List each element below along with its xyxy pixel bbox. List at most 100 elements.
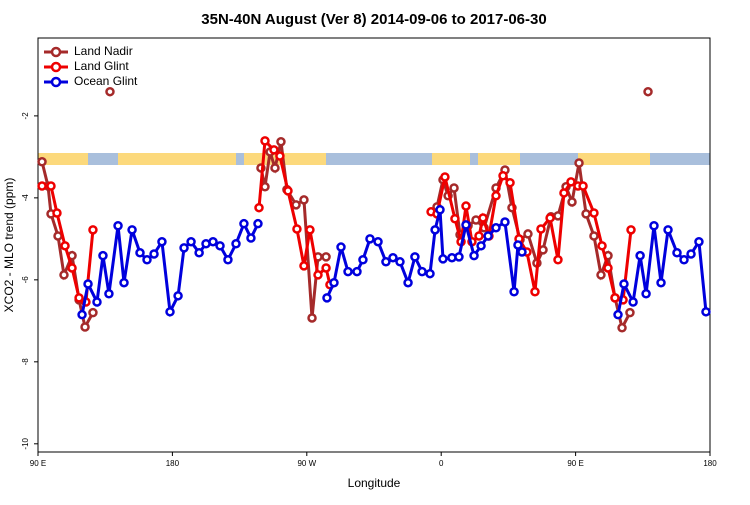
- point: [395, 257, 405, 267]
- point: [530, 286, 540, 297]
- point: [603, 263, 613, 273]
- point: [270, 163, 280, 173]
- point: [59, 270, 69, 280]
- legend-marker: [50, 61, 62, 73]
- chart-title: 35N-40N August (Ver 8) 2014-09-06 to 201…: [201, 11, 546, 28]
- point: [358, 255, 368, 265]
- point: [149, 249, 159, 259]
- point: [417, 266, 427, 277]
- point: [127, 225, 137, 235]
- point: [483, 231, 493, 241]
- point: [343, 266, 353, 277]
- point: [260, 136, 270, 146]
- point: [313, 270, 323, 280]
- point: [589, 208, 599, 218]
- point: [98, 250, 108, 261]
- point: [60, 241, 70, 251]
- point: [536, 224, 546, 234]
- point: [469, 250, 479, 261]
- point: [53, 231, 63, 241]
- legend-label: Ocean Glint: [74, 74, 138, 88]
- point: [291, 200, 301, 210]
- point: [694, 236, 704, 247]
- point: [77, 309, 87, 320]
- x-axis-label: Longitude: [348, 476, 401, 490]
- y-tick-label: -10: [21, 437, 30, 449]
- series-line: [42, 92, 648, 328]
- point: [186, 236, 196, 247]
- point: [208, 236, 218, 247]
- point: [425, 268, 435, 279]
- land-ocean-strip: [38, 153, 710, 165]
- point: [566, 177, 576, 187]
- point: [491, 191, 501, 201]
- point: [321, 252, 331, 262]
- point: [567, 197, 577, 207]
- point: [435, 204, 445, 215]
- legend-label: Land Nadir: [74, 44, 133, 58]
- point: [275, 151, 285, 161]
- point: [179, 243, 189, 253]
- point: [113, 220, 123, 231]
- point: [438, 254, 448, 264]
- point: [523, 229, 533, 239]
- point: [626, 225, 636, 235]
- point: [135, 248, 145, 258]
- legend-marker: [50, 76, 62, 88]
- point: [545, 213, 555, 223]
- point: [643, 86, 653, 97]
- point: [628, 297, 638, 307]
- point: [509, 286, 519, 297]
- point: [321, 263, 331, 273]
- point: [449, 183, 459, 193]
- point: [88, 225, 98, 235]
- y-tick-label: -8: [21, 358, 30, 366]
- point: [474, 231, 484, 241]
- point: [173, 291, 183, 301]
- x-tick-label: 90 E: [567, 459, 583, 468]
- plot-frame: [37, 37, 711, 453]
- point: [83, 279, 93, 289]
- point: [505, 177, 515, 188]
- y-tick-label: -2: [21, 112, 30, 120]
- point: [597, 241, 607, 251]
- point: [476, 241, 486, 251]
- y-axis-label: XCO2 - MLO trend (ppm): [2, 178, 16, 313]
- x-tick-label: 90 E: [30, 459, 46, 468]
- point: [559, 188, 569, 198]
- x-tick-label: 0: [439, 459, 444, 468]
- point: [299, 261, 309, 271]
- point: [254, 202, 264, 213]
- point: [322, 293, 332, 303]
- point: [329, 277, 339, 288]
- point: [553, 255, 563, 265]
- point: [299, 195, 309, 205]
- point: [165, 307, 175, 317]
- point: [454, 252, 464, 262]
- point: [381, 257, 391, 267]
- point: [450, 214, 460, 224]
- point: [119, 277, 129, 288]
- point: [679, 255, 689, 265]
- point: [157, 236, 167, 247]
- point: [352, 266, 362, 277]
- y-tick-label: -6: [21, 276, 30, 284]
- point: [596, 270, 606, 280]
- point: [649, 220, 659, 231]
- point: [500, 217, 510, 227]
- x-tick-label: 180: [703, 459, 717, 468]
- legend-marker: [50, 46, 62, 58]
- point: [37, 181, 47, 191]
- point: [461, 201, 471, 211]
- point: [283, 186, 293, 196]
- point: [430, 225, 440, 235]
- point: [686, 249, 696, 259]
- point: [239, 218, 249, 229]
- point: [373, 236, 383, 247]
- point: [231, 239, 241, 249]
- point: [46, 181, 56, 191]
- point: [104, 289, 114, 299]
- point: [625, 307, 635, 318]
- point: [498, 170, 508, 181]
- point: [672, 248, 682, 258]
